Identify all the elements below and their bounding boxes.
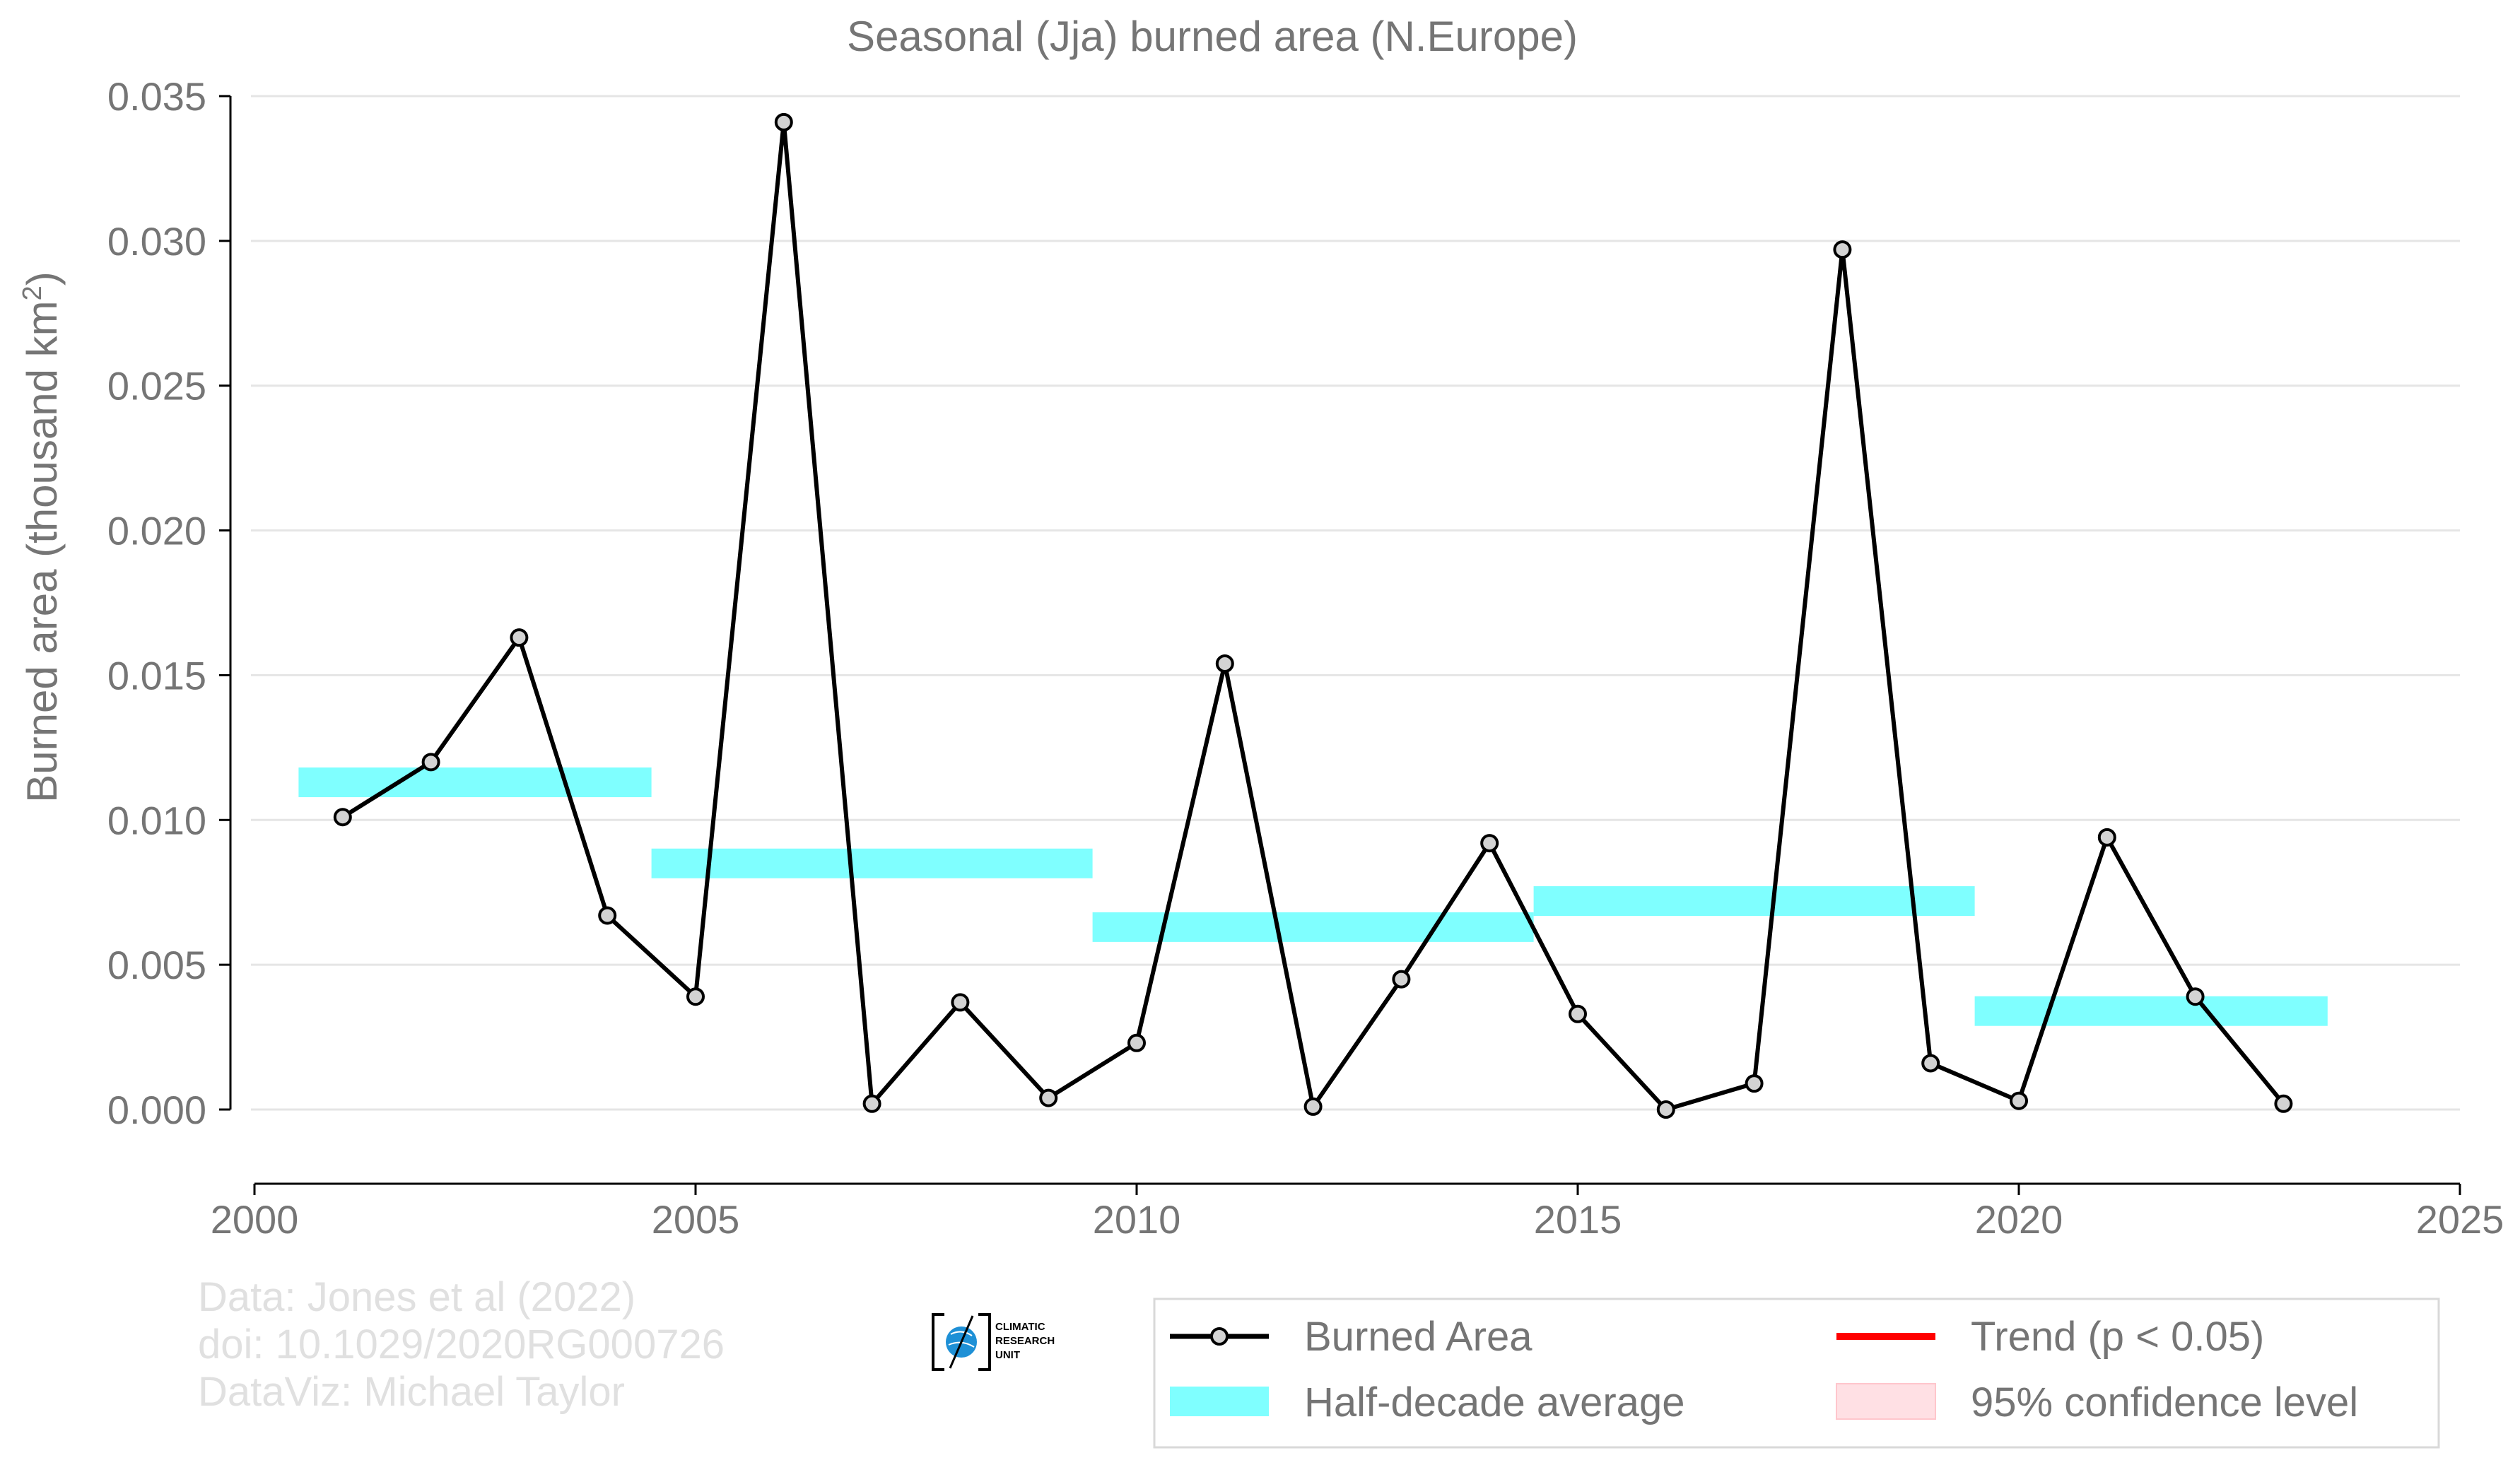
data-point bbox=[598, 906, 617, 925]
logo-text-research: RESEARCH bbox=[995, 1335, 1055, 1347]
legend-label-burned-area: Burned Area bbox=[1304, 1314, 1532, 1360]
data-point bbox=[862, 1094, 881, 1113]
logo-text-climatic: CLIMATIC bbox=[995, 1321, 1045, 1333]
cru-logo: CLIMATIC RESEARCH UNIT bbox=[932, 1313, 1055, 1371]
x-tick-labels: 2000 2005 2010 2015 2020 2025 bbox=[211, 1197, 2504, 1242]
x-tick-label: 2010 bbox=[1093, 1197, 1181, 1242]
y-tick-label: 0.010 bbox=[107, 798, 206, 842]
data-point bbox=[1745, 1074, 1764, 1093]
data-point bbox=[2010, 1091, 2028, 1110]
legend-entry-half-decade: Half-decade average bbox=[1170, 1379, 1684, 1425]
y-tick-label: 0.020 bbox=[107, 509, 206, 553]
data-point bbox=[774, 112, 793, 131]
burned-area-line bbox=[341, 119, 2285, 1112]
legend-label-confidence: 95% confidence level bbox=[1971, 1379, 2358, 1425]
data-point bbox=[1215, 654, 1234, 673]
y-tick-label: 0.025 bbox=[107, 364, 206, 408]
x-tick-label: 2025 bbox=[2416, 1197, 2504, 1242]
data-point bbox=[1039, 1088, 1058, 1107]
legend-label-trend: Trend (p < 0.05) bbox=[1971, 1314, 2264, 1360]
credit-dataviz: DataViz: Michael Taylor bbox=[198, 1369, 625, 1415]
half-decade-band bbox=[298, 767, 652, 798]
data-point bbox=[421, 753, 440, 772]
legend: Burned Area Half-decade average Trend (p… bbox=[1153, 1298, 2440, 1449]
legend-entry-confidence: 95% confidence level bbox=[1836, 1379, 2358, 1425]
credit-doi: doi: 10.1029/2020RG000726 bbox=[198, 1322, 725, 1367]
data-point bbox=[2186, 987, 2205, 1006]
half-decade-band bbox=[1533, 886, 1975, 917]
x-tick-label: 2005 bbox=[652, 1197, 740, 1242]
data-point bbox=[2097, 828, 2116, 847]
credit-data-source: Data: Jones et al (2022) bbox=[198, 1274, 635, 1320]
legend-frame bbox=[1153, 1298, 2440, 1449]
y-tick-label: 0.035 bbox=[107, 74, 206, 119]
x-tick-label: 2020 bbox=[1975, 1197, 2063, 1242]
half-decade-band bbox=[651, 848, 1093, 878]
axes bbox=[219, 95, 2461, 1195]
half-decade-band bbox=[1092, 912, 1534, 942]
y-tick-label: 0.005 bbox=[107, 943, 206, 987]
legend-entry-trend: Trend (p < 0.05) bbox=[1836, 1314, 2264, 1360]
x-tick-label: 2015 bbox=[1534, 1197, 1622, 1242]
data-point bbox=[1392, 970, 1411, 989]
y-tick-label: 0.030 bbox=[107, 219, 206, 264]
data-point bbox=[686, 987, 705, 1006]
data-point bbox=[1656, 1100, 1675, 1119]
data-point bbox=[333, 808, 352, 827]
y-tick-label: 0.015 bbox=[107, 653, 206, 698]
data-point bbox=[1833, 240, 1852, 259]
gridlines bbox=[251, 95, 2460, 1111]
data-point bbox=[1569, 1004, 1587, 1023]
legend-entry-burned-area: Burned Area bbox=[1170, 1314, 1532, 1360]
x-tick-label: 2000 bbox=[211, 1197, 299, 1242]
data-point bbox=[1303, 1097, 1323, 1116]
chart-title: Seasonal (Jja) burned area (N.Europe) bbox=[847, 13, 1578, 60]
data-point bbox=[951, 993, 970, 1012]
data-point bbox=[510, 628, 529, 647]
y-tick-labels: 0.000 0.005 0.010 0.015 0.020 0.025 0.030 0.035 bbox=[107, 74, 206, 1132]
y-axis-label: Burned area (thousand km2) bbox=[18, 271, 66, 803]
legend-label-half-decade: Half-decade average bbox=[1304, 1379, 1684, 1425]
data-point bbox=[2274, 1094, 2293, 1113]
logo-text-unit: UNIT bbox=[995, 1349, 1020, 1361]
data-point bbox=[1480, 834, 1499, 853]
y-tick-label: 0.000 bbox=[107, 1088, 206, 1132]
data-point bbox=[1921, 1054, 1940, 1073]
data-point bbox=[1127, 1033, 1146, 1052]
half-decade-band bbox=[1974, 996, 2328, 1026]
burned-area-series bbox=[333, 112, 2293, 1119]
